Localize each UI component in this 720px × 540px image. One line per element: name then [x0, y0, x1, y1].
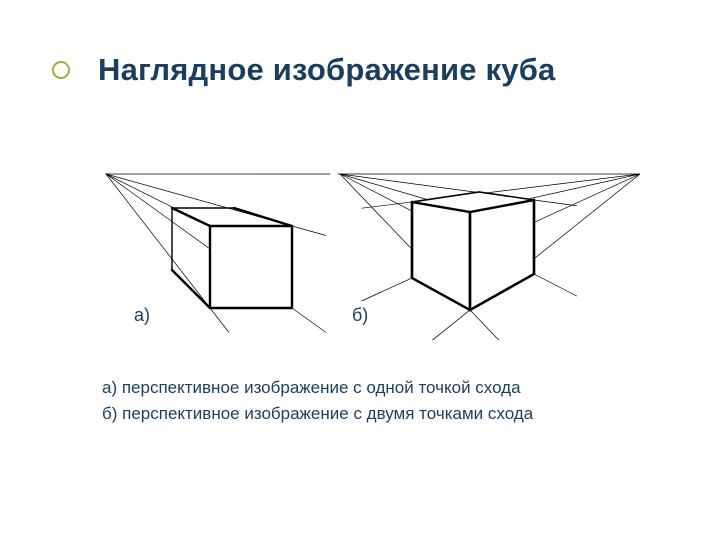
page-title: Наглядное изображение куба — [98, 52, 556, 88]
cubes-svg — [100, 168, 640, 348]
title-row: Наглядное изображение куба — [0, 52, 720, 88]
cube-two-point — [338, 174, 640, 340]
title-bullet-icon — [52, 61, 70, 79]
caption-b: б) перспективное изображение с двумя точ… — [102, 404, 533, 424]
diagram-area — [100, 168, 640, 348]
label-b: б) — [352, 305, 368, 326]
label-a: а) — [134, 305, 150, 326]
caption-a: а) перспективное изображение с одной точ… — [102, 378, 521, 398]
